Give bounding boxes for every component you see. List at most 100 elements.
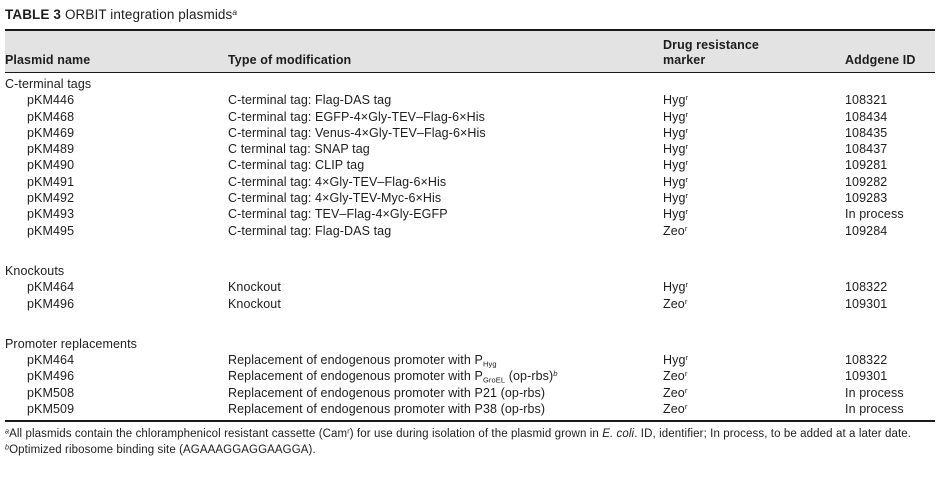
table-section: Promoter replacements pKM464 Replacement o…	[5, 336, 935, 417]
cell-addgene-id: 109282	[845, 174, 888, 189]
cell-addgene-id: 108322	[845, 353, 888, 368]
cell-addgene-id: 109283	[845, 191, 888, 206]
footnote: bOptimized ribosome binding site (AGAAAG…	[5, 443, 316, 456]
cell-drug-resistance-marker: Hygr	[663, 280, 689, 295]
section-label-row: Knockouts	[5, 263, 935, 279]
section-label-row: C-terminal tags	[5, 76, 935, 92]
cell-drug-resistance-marker: Hygr	[663, 142, 689, 157]
section-label-row: Promoter replacements	[5, 336, 935, 352]
table-body: C-terminal tags pKM446 C-terminal tag: Fla…	[5, 73, 935, 420]
cell-drug-resistance-marker: Zeor	[663, 296, 688, 311]
cell-plasmid-name: pKM492	[27, 191, 75, 206]
table-row: pKM446 C-terminal tag: Flag-DAS tag Hygr 10…	[5, 92, 935, 108]
footnote: aAll plasmids contain the chloramphenico…	[5, 427, 912, 441]
cell-drug-resistance-marker: Hygr	[663, 174, 689, 189]
cell-plasmid-name: pKM508	[27, 385, 75, 400]
table-row: pKM490 C-terminal tag: CLIP tag Hygr 109281	[5, 157, 935, 173]
col-header-addgene-id: Addgene ID	[845, 53, 916, 67]
cell-plasmid-name: pKM495	[27, 223, 75, 238]
cell-plasmid-name: pKM509	[27, 402, 75, 417]
cell-plasmid-name: pKM491	[27, 174, 75, 189]
section-label: Knockouts	[5, 263, 65, 278]
table-row: pKM509 Replacement of endogenous promoter…	[5, 401, 935, 417]
footnotes: aAll plasmids contain the chloramphenico…	[5, 427, 935, 458]
cell-addgene-id: 109301	[845, 369, 888, 384]
footnote-ref: b	[5, 443, 10, 452]
cell-addgene-id: 108435	[845, 125, 888, 140]
table-row: pKM492 C-terminal tag: 4×Gly-TEV-Myc-6×Hi…	[5, 190, 935, 206]
cell-type-of-modification: C terminal tag: SNAP tag	[228, 142, 370, 157]
cell-addgene-id: In process	[845, 402, 904, 417]
table-section: C-terminal tags pKM446 C-terminal tag: Fla…	[5, 76, 935, 239]
cell-plasmid-name: pKM496	[27, 369, 75, 384]
cell-addgene-id: 108321	[845, 93, 888, 108]
table-row: pKM469 C-terminal tag: Venus-4×Gly-TEV–Fl…	[5, 125, 935, 141]
col-header-plasmid-name: Plasmid name	[5, 53, 91, 67]
cell-drug-resistance-marker: Zeor	[663, 402, 688, 417]
cell-addgene-id: 108437	[845, 142, 888, 157]
table-row: pKM496 Replacement of endogenous promoter…	[5, 368, 935, 384]
cell-type-of-modification: C-terminal tag: TEV–Flag-4×Gly-EGFP	[228, 207, 448, 222]
table-number: TABLE 3	[5, 7, 61, 22]
cell-addgene-id: 108434	[845, 109, 888, 124]
cell-drug-resistance-marker: Hygr	[663, 125, 689, 140]
table-row: pKM491 C-terminal tag: 4×Gly-TEV–Flag-6×H…	[5, 174, 935, 190]
table-caption: TABLE 3 ORBIT integration plasmidsa	[5, 6, 935, 23]
cell-type-of-modification: Knockout	[228, 280, 281, 295]
table-header-row: Plasmid name Type of modification Drug r…	[5, 31, 935, 72]
cell-addgene-id: In process	[845, 385, 904, 400]
cell-plasmid-name: pKM464	[27, 280, 75, 295]
table-title-text: ORBIT integration plasmids	[64, 7, 233, 22]
table-row: pKM464 Knockout Hygr 108322	[5, 279, 935, 295]
cell-plasmid-name: pKM464	[27, 353, 75, 368]
cell-drug-resistance-marker: Hygr	[663, 93, 689, 108]
bottom-rule	[5, 420, 935, 423]
cell-drug-resistance-marker: Hygr	[663, 158, 689, 173]
section-label: Promoter replacements	[5, 336, 138, 351]
col-header-type-of-modification: Type of modification	[228, 53, 352, 67]
cell-type-of-modification: Replacement of endogenous promoter with …	[228, 402, 546, 417]
cell-type-of-modification: C-terminal tag: Flag-DAS tag	[228, 93, 392, 108]
cell-plasmid-name: pKM489	[27, 142, 75, 157]
section-label: C-terminal tags	[5, 77, 92, 91]
cell-plasmid-name: pKM493	[27, 207, 75, 222]
cell-plasmid-name: pKM468	[27, 109, 75, 124]
table-row: pKM508 Replacement of endogenous promoter…	[5, 385, 935, 401]
table-title-note-ref: a	[232, 6, 238, 17]
cell-drug-resistance-marker: Zeor	[663, 223, 688, 238]
cell-drug-resistance-marker: Zeor	[663, 369, 688, 384]
cell-plasmid-name: pKM469	[27, 125, 75, 140]
cell-addgene-id: In process	[845, 207, 904, 222]
cell-drug-resistance-marker: Hygr	[663, 353, 689, 368]
cell-addgene-id: 109281	[845, 158, 888, 173]
header-rule	[5, 72, 935, 73]
table-row: pKM495 C-terminal tag: Flag-DAS tag Zeor 10…	[5, 223, 935, 239]
cell-drug-resistance-marker: Zeor	[663, 385, 688, 400]
cell-type-of-modification: C-terminal tag: Venus-4×Gly-TEV–Flag-6×H…	[228, 125, 486, 140]
cell-type-of-modification: Replacement of endogenous promoter with …	[228, 369, 558, 385]
table-row: pKM464 Replacement of endogenous promoter…	[5, 352, 935, 368]
footnote-ref: a	[5, 427, 10, 436]
cell-plasmid-name: pKM490	[27, 158, 75, 173]
cell-plasmid-name: pKM496	[27, 296, 75, 311]
cell-drug-resistance-marker: Hygr	[663, 207, 689, 222]
cell-type-of-modification: Replacement of endogenous promoter with …	[228, 353, 497, 369]
cell-type-of-modification: C-terminal tag: EGFP-4×Gly-TEV–Flag-6×Hi…	[228, 109, 485, 124]
cell-drug-resistance-marker: Hygr	[663, 109, 689, 124]
table-row: pKM468 C-terminal tag: EGFP-4×Gly-TEV–Fla…	[5, 109, 935, 125]
cell-type-of-modification: C-terminal tag: 4×Gly-TEV-Myc-6×His	[228, 191, 442, 206]
paper-table-page: TABLE 3 ORBIT integration plasmidsa Plasm…	[5, 6, 935, 458]
cell-type-of-modification: C-terminal tag: Flag-DAS tag	[228, 223, 392, 238]
cell-plasmid-name: pKM446	[27, 93, 75, 108]
top-rule	[5, 29, 935, 31]
cell-type-of-modification: Knockout	[228, 296, 281, 311]
cell-type-of-modification: Replacement of endogenous promoter with …	[228, 385, 546, 400]
cell-type-of-modification: C-terminal tag: 4×Gly-TEV–Flag-6×His	[228, 174, 447, 189]
col-header-drug-resistance-marker: Drug resistance marker	[663, 38, 759, 67]
table-row: pKM489 C terminal tag: SNAP tag Hygr 108437	[5, 141, 935, 157]
table-section: Knockouts pKM464 Knockout Hygr 108322 pKM496 K…	[5, 263, 935, 312]
cell-drug-resistance-marker: Hygr	[663, 191, 689, 206]
table-row: pKM496 Knockout Zeor 109301	[5, 296, 935, 312]
cell-addgene-id: 109301	[845, 296, 888, 311]
cell-addgene-id: 108322	[845, 280, 888, 295]
